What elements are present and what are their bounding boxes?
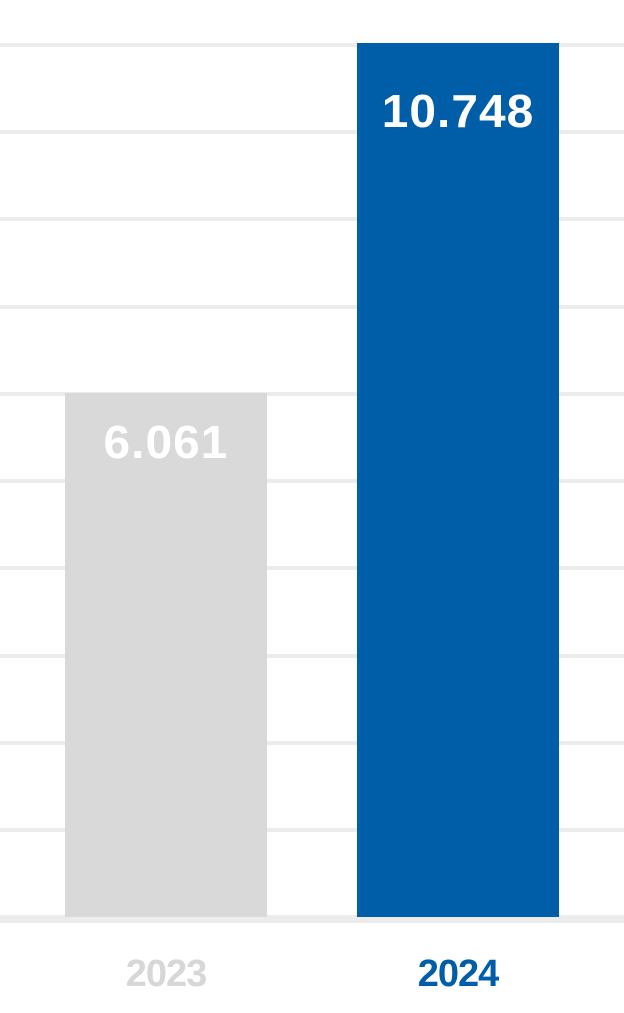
gridline bbox=[0, 479, 624, 483]
gridline bbox=[0, 305, 624, 309]
bar-2024 bbox=[357, 43, 559, 917]
gridline bbox=[0, 392, 624, 396]
gridline bbox=[0, 217, 624, 221]
gridline bbox=[0, 654, 624, 658]
gridline bbox=[0, 566, 624, 570]
gridline bbox=[0, 741, 624, 745]
gridline bbox=[0, 43, 624, 47]
gridline bbox=[0, 130, 624, 134]
bar-value-label-2024: 10.748 bbox=[381, 85, 535, 137]
x-axis-label-2024: 2024 bbox=[417, 953, 500, 995]
bar-value-label-2023: 6.061 bbox=[103, 416, 229, 468]
axis-baseline bbox=[0, 915, 624, 923]
bar-2023 bbox=[65, 393, 267, 917]
gridline bbox=[0, 828, 624, 832]
x-axis-label-2023: 2023 bbox=[125, 953, 208, 995]
